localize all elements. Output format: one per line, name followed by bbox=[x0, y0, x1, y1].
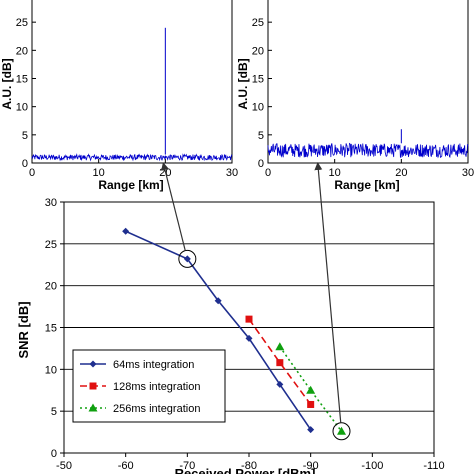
y-tick-label: 0 bbox=[51, 448, 57, 460]
data-point bbox=[245, 315, 253, 323]
series-line bbox=[248, 318, 312, 405]
x-tick-label: 20 bbox=[395, 167, 407, 179]
range-plot-256ms: A.U. [dB] Range [km] 0 5 10 15 20 25 0 10 20 30 bbox=[236, 0, 474, 192]
y-tick-label: 15 bbox=[45, 323, 57, 335]
noise-trace bbox=[267, 142, 469, 159]
data-point bbox=[276, 359, 284, 367]
data-point bbox=[307, 400, 315, 408]
data-point bbox=[122, 227, 130, 235]
x-axis-label: Range [km] bbox=[334, 178, 399, 192]
y-axis-label: A.U. [dB] bbox=[236, 58, 250, 109]
legend-label: 128ms integration bbox=[113, 381, 200, 393]
y-tick-label: 20 bbox=[252, 45, 264, 57]
y-tick-label: 15 bbox=[16, 74, 28, 86]
legend-label: 64ms integration bbox=[113, 359, 194, 371]
series-1 bbox=[122, 227, 315, 434]
y-tick-label: 20 bbox=[45, 281, 57, 293]
x-tick-label: 30 bbox=[226, 167, 238, 179]
data-point bbox=[183, 255, 191, 263]
y-tick-label: 25 bbox=[252, 17, 264, 29]
x-axis-label: Received Power [dBm] bbox=[175, 466, 316, 474]
snr-plot: SNR [dB] Received Power [dBm] 0 5 10 15 20 25… bbox=[16, 197, 445, 474]
legend: 64ms integration 128ms integration 256ms i… bbox=[72, 349, 226, 423]
noise-trace bbox=[31, 153, 233, 162]
y-tick-label: 10 bbox=[252, 102, 264, 114]
y-tick-label: 5 bbox=[22, 130, 28, 142]
highlight-circle bbox=[178, 249, 197, 268]
y-tick-label: 25 bbox=[45, 239, 57, 251]
plot-area bbox=[31, 0, 233, 164]
x-tick-label: 30 bbox=[462, 167, 474, 179]
data-point bbox=[214, 297, 222, 305]
y-tick-label: 15 bbox=[252, 74, 264, 86]
series-line bbox=[125, 230, 312, 431]
data-point bbox=[89, 382, 97, 390]
x-tick-label: -50 bbox=[56, 460, 72, 472]
y-tick-label: 10 bbox=[16, 102, 28, 114]
y-tick-label: 5 bbox=[258, 130, 264, 142]
x-tick-label: 0 bbox=[265, 167, 271, 179]
data-point bbox=[337, 426, 346, 435]
data-point bbox=[89, 360, 97, 368]
x-tick-label: 10 bbox=[329, 167, 341, 179]
x-tick-label: 10 bbox=[93, 167, 105, 179]
y-tick-label: 20 bbox=[16, 45, 28, 57]
x-tick-label: -80 bbox=[241, 460, 257, 472]
y-tick-label: 30 bbox=[45, 197, 57, 209]
series-3 bbox=[275, 342, 346, 435]
y-axis-label: SNR [dB] bbox=[16, 301, 31, 358]
data-point bbox=[307, 426, 315, 434]
y-axis-label: A.U. [dB] bbox=[0, 58, 14, 109]
legend-label: 256ms integration bbox=[113, 403, 200, 415]
y-tick-label: 25 bbox=[16, 17, 28, 29]
x-axis-label: Range [km] bbox=[98, 178, 163, 192]
y-tick-label: 0 bbox=[22, 158, 28, 170]
highlight-circle bbox=[332, 422, 351, 441]
x-tick-label: -60 bbox=[118, 460, 134, 472]
x-tick-label: -110 bbox=[423, 460, 444, 472]
data-point bbox=[276, 380, 284, 388]
x-tick-label: -90 bbox=[303, 460, 319, 472]
data-point bbox=[306, 385, 316, 394]
legend-box bbox=[72, 349, 226, 423]
y-tick-label: 0 bbox=[258, 158, 264, 170]
link-arrow bbox=[161, 162, 186, 251]
y-tick-label: 5 bbox=[51, 406, 57, 418]
y-tick-label: 10 bbox=[45, 364, 57, 376]
x-tick-label: -70 bbox=[179, 460, 195, 472]
data-point bbox=[245, 334, 253, 342]
x-tick-label: 0 bbox=[29, 167, 35, 179]
data-point bbox=[88, 403, 98, 412]
x-tick-label: -100 bbox=[361, 460, 383, 472]
data-point bbox=[275, 342, 285, 351]
series-2 bbox=[245, 315, 315, 408]
link-arrow bbox=[314, 162, 342, 423]
plot-area bbox=[267, 0, 469, 164]
